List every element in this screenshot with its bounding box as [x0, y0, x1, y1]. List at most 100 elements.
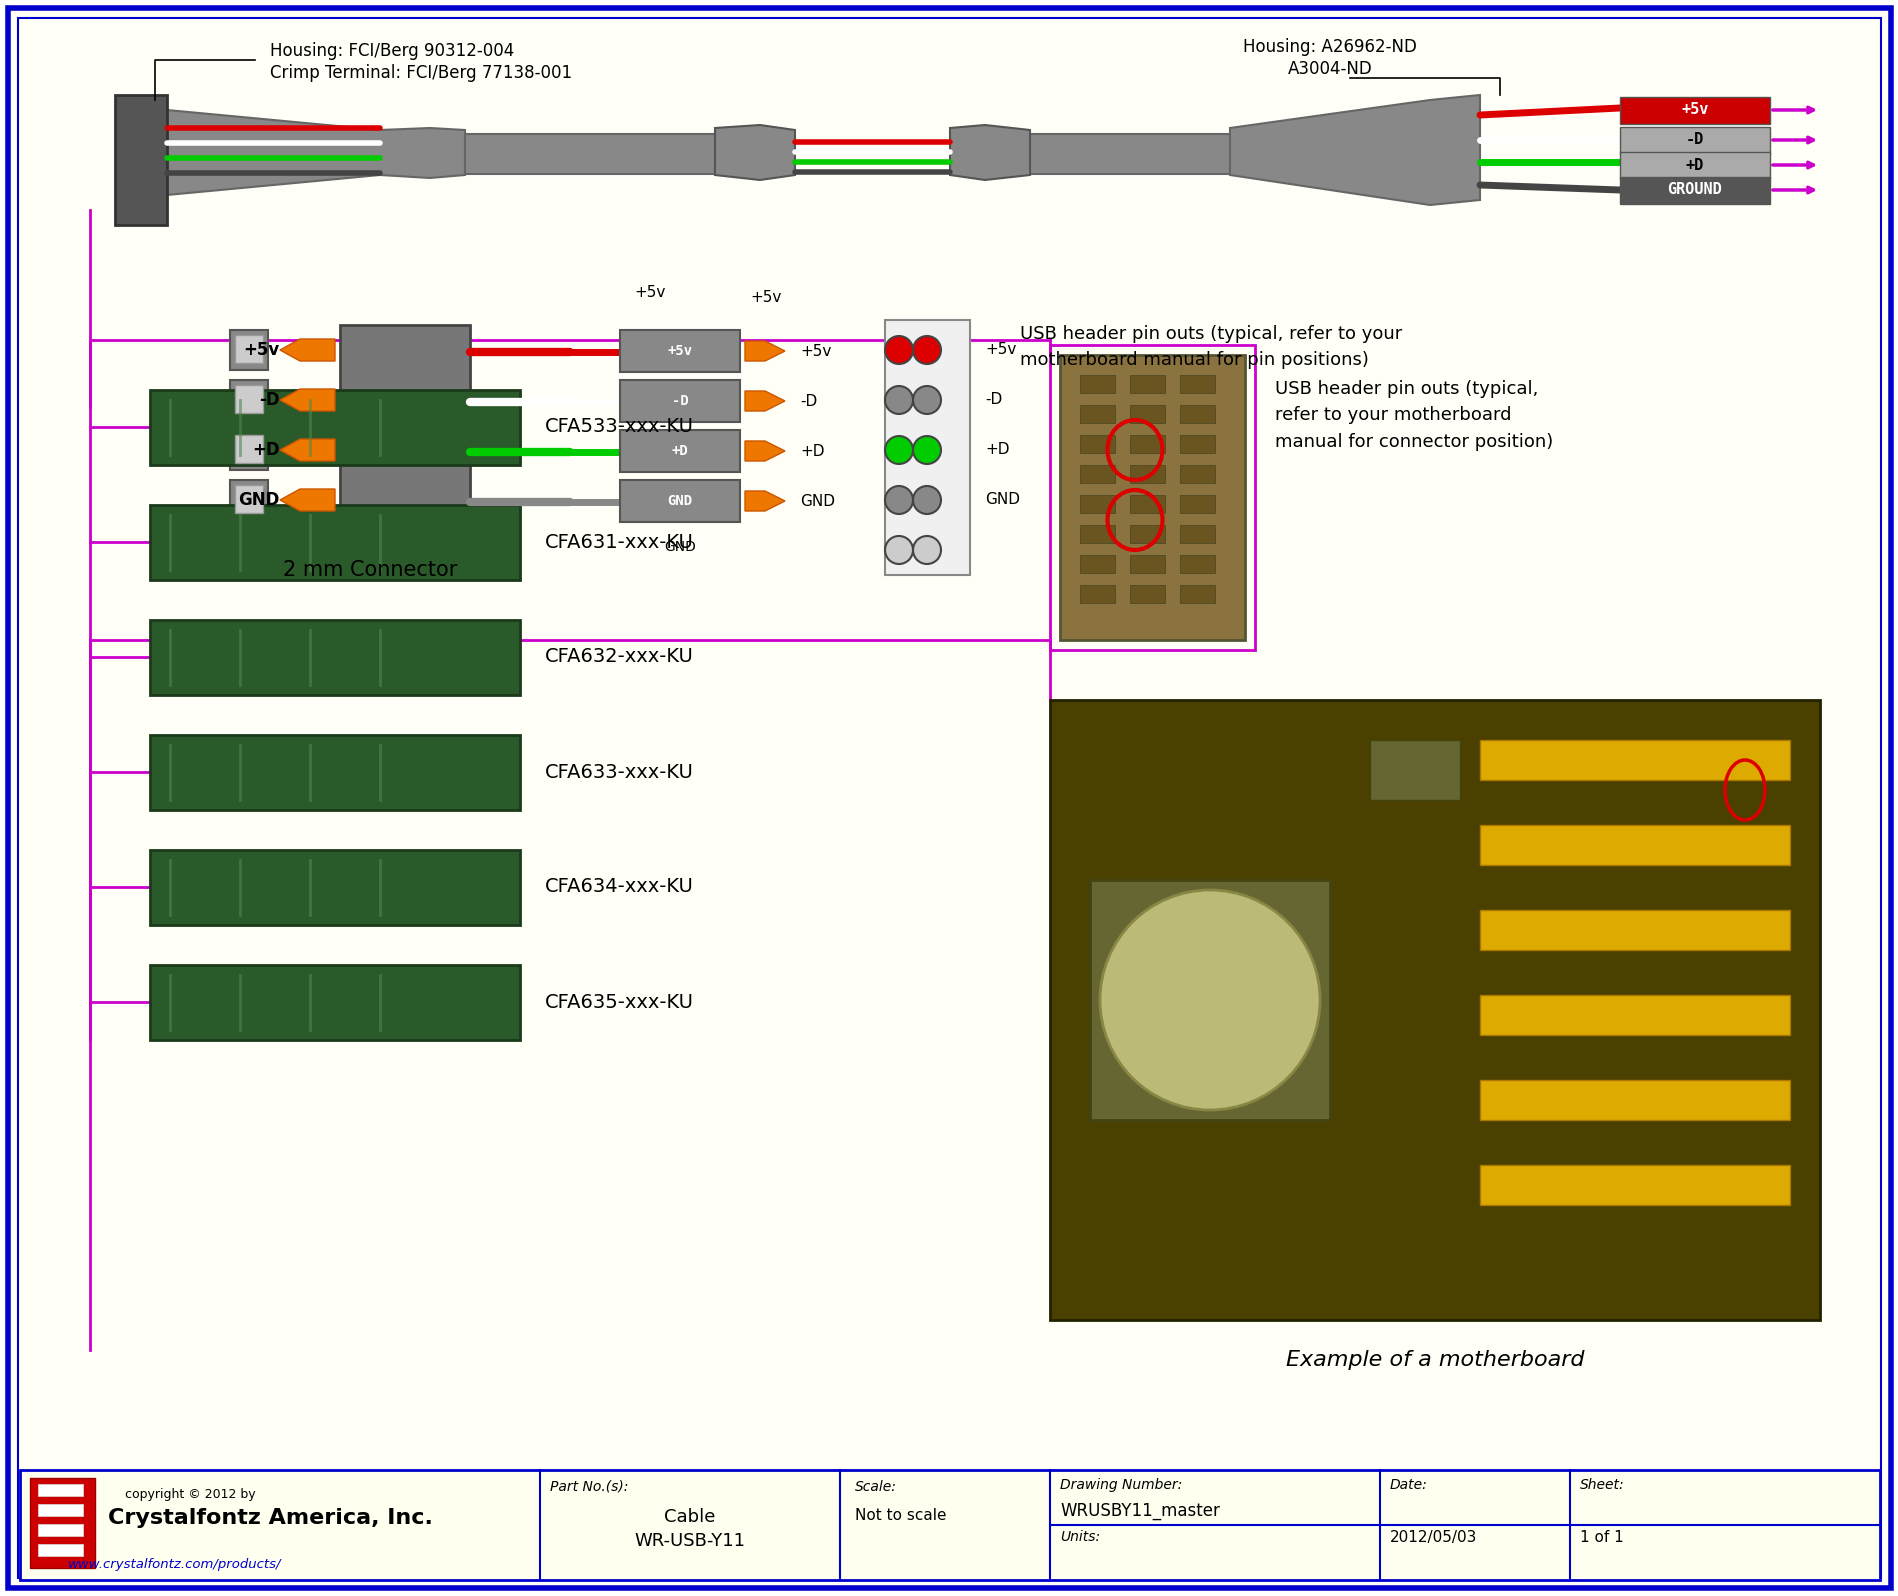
Bar — [1479, 741, 1790, 780]
Text: USB header pin outs (typical,
refer to your motherboard
manual for connector pos: USB header pin outs (typical, refer to y… — [1274, 380, 1553, 450]
Bar — [1129, 495, 1163, 512]
Bar — [1080, 586, 1114, 603]
Text: CFA632-xxx-KU: CFA632-xxx-KU — [545, 648, 693, 667]
Bar — [1059, 354, 1245, 640]
Bar — [340, 326, 469, 530]
FancyArrow shape — [279, 488, 334, 511]
Text: +5v: +5v — [666, 345, 693, 358]
Bar — [1619, 177, 1769, 204]
Bar — [230, 330, 268, 370]
Bar — [38, 1503, 84, 1516]
Bar — [21, 1470, 1879, 1580]
Text: Units:: Units: — [1059, 1531, 1099, 1543]
Bar — [1129, 375, 1163, 393]
Bar — [230, 429, 268, 469]
Bar — [1029, 134, 1230, 174]
Text: GND: GND — [799, 493, 835, 509]
Text: CFA631-xxx-KU: CFA631-xxx-KU — [545, 533, 693, 552]
Bar — [150, 389, 520, 464]
Polygon shape — [949, 124, 1029, 180]
Text: CFA634-xxx-KU: CFA634-xxx-KU — [545, 878, 693, 897]
Bar — [38, 1543, 84, 1556]
Text: +D: +D — [672, 444, 687, 458]
Bar — [235, 385, 262, 413]
Bar — [38, 1524, 84, 1535]
Text: Example of a motherboard: Example of a motherboard — [1285, 1350, 1583, 1369]
FancyArrow shape — [279, 439, 334, 461]
Bar — [1479, 825, 1790, 865]
Circle shape — [913, 337, 941, 364]
Bar — [1479, 1165, 1790, 1205]
Text: -D: -D — [1685, 132, 1703, 147]
Text: Not to scale: Not to scale — [854, 1508, 945, 1523]
FancyArrow shape — [744, 492, 784, 511]
Circle shape — [884, 436, 913, 464]
Text: +D: +D — [1685, 158, 1703, 172]
Bar — [1619, 152, 1769, 179]
Text: 2012/05/03: 2012/05/03 — [1389, 1531, 1477, 1545]
Text: -D: -D — [260, 391, 279, 409]
Bar — [150, 504, 520, 579]
Bar — [1179, 375, 1215, 393]
Text: Sheet:: Sheet: — [1579, 1478, 1625, 1492]
Bar — [150, 619, 520, 694]
Text: Housing: A26962-ND: Housing: A26962-ND — [1243, 38, 1416, 56]
Text: +5v: +5v — [750, 290, 780, 305]
Bar — [1050, 701, 1818, 1320]
Bar — [619, 429, 740, 472]
Text: WRUSBY11_master: WRUSBY11_master — [1059, 1502, 1219, 1519]
Bar — [150, 966, 520, 1041]
Bar — [1080, 375, 1114, 393]
Bar — [1179, 436, 1215, 453]
Bar — [235, 436, 262, 463]
FancyArrow shape — [744, 342, 784, 361]
Text: Drawing Number:: Drawing Number: — [1059, 1478, 1182, 1492]
Circle shape — [884, 337, 913, 364]
Text: GND: GND — [664, 539, 695, 554]
Circle shape — [913, 536, 941, 563]
Text: +5v: +5v — [634, 286, 666, 300]
Text: GND: GND — [666, 495, 693, 508]
Circle shape — [913, 436, 941, 464]
Polygon shape — [167, 110, 465, 195]
Text: 2 mm Connector: 2 mm Connector — [283, 560, 457, 579]
Text: Date:: Date: — [1389, 1478, 1427, 1492]
Text: +5v: +5v — [243, 342, 279, 359]
Bar — [1080, 464, 1114, 484]
Text: +D: +D — [985, 442, 1010, 458]
Bar — [465, 134, 716, 174]
Text: Housing: FCI/Berg 90312-004: Housing: FCI/Berg 90312-004 — [270, 41, 514, 61]
Bar — [230, 380, 268, 420]
Bar — [1619, 97, 1769, 124]
Text: +5v: +5v — [799, 343, 831, 359]
Circle shape — [913, 386, 941, 413]
Bar — [1080, 436, 1114, 453]
Text: CFA635-xxx-KU: CFA635-xxx-KU — [545, 993, 693, 1012]
Bar — [150, 736, 520, 811]
Circle shape — [913, 487, 941, 514]
Text: USB header pin outs (typical, refer to your
motherboard manual for pin positions: USB header pin outs (typical, refer to y… — [1019, 326, 1401, 369]
Text: -D: -D — [799, 394, 816, 409]
Text: Crystalfontz America, Inc.: Crystalfontz America, Inc. — [108, 1508, 433, 1527]
Polygon shape — [716, 124, 795, 180]
Bar — [1179, 525, 1215, 543]
Text: CFA633-xxx-KU: CFA633-xxx-KU — [545, 763, 693, 782]
Text: +5v: +5v — [1680, 102, 1708, 118]
Bar — [1080, 495, 1114, 512]
Bar — [1129, 464, 1163, 484]
Circle shape — [884, 536, 913, 563]
Text: copyright © 2012 by: copyright © 2012 by — [125, 1487, 254, 1500]
FancyArrow shape — [744, 440, 784, 461]
Text: Scale:: Scale: — [854, 1479, 896, 1494]
Bar — [1179, 464, 1215, 484]
Bar — [1619, 128, 1769, 153]
Text: GND: GND — [239, 492, 279, 509]
Bar — [1479, 994, 1790, 1034]
Bar — [1479, 910, 1790, 950]
Circle shape — [884, 487, 913, 514]
Bar — [235, 485, 262, 512]
Text: Cable: Cable — [664, 1508, 716, 1526]
FancyArrow shape — [279, 338, 334, 361]
Bar — [1179, 555, 1215, 573]
Bar — [1080, 555, 1114, 573]
